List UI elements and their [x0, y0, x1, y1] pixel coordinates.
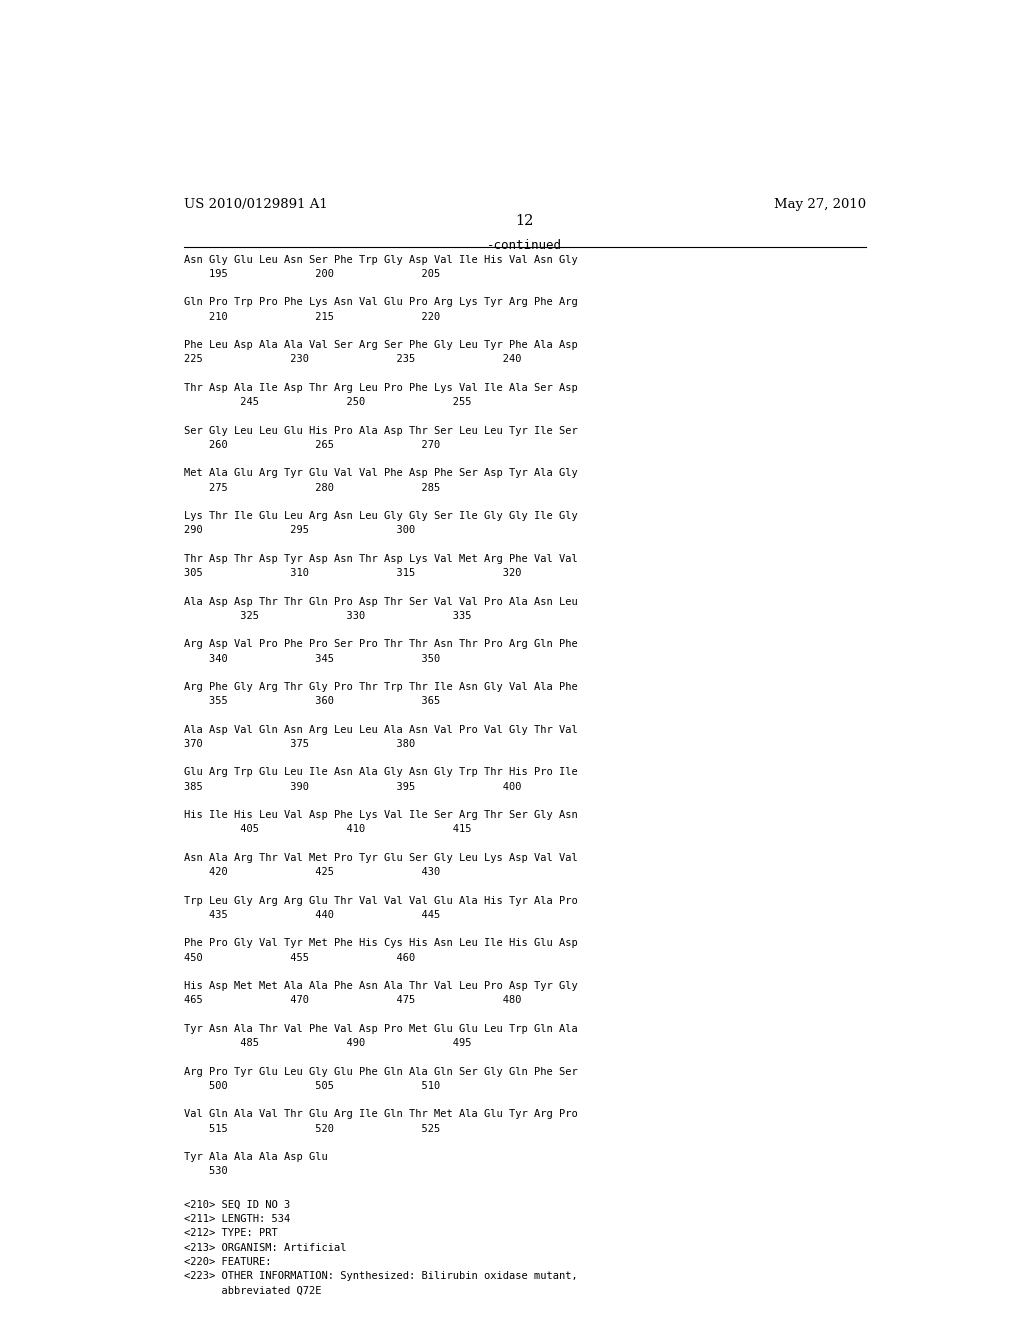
Text: Asn Ala Arg Thr Val Met Pro Tyr Glu Ser Gly Leu Lys Asp Val Val: Asn Ala Arg Thr Val Met Pro Tyr Glu Ser …	[183, 853, 578, 863]
Text: <213> ORGANISM: Artificial: <213> ORGANISM: Artificial	[183, 1242, 346, 1253]
Text: His Asp Met Met Ala Ala Phe Asn Ala Thr Val Leu Pro Asp Tyr Gly: His Asp Met Met Ala Ala Phe Asn Ala Thr …	[183, 981, 578, 991]
Text: Ser Gly Leu Leu Glu His Pro Ala Asp Thr Ser Leu Leu Tyr Ile Ser: Ser Gly Leu Leu Glu His Pro Ala Asp Thr …	[183, 425, 578, 436]
Text: 355              360              365: 355 360 365	[183, 696, 440, 706]
Text: Thr Asp Thr Asp Tyr Asp Asn Thr Asp Lys Val Met Arg Phe Val Val: Thr Asp Thr Asp Tyr Asp Asn Thr Asp Lys …	[183, 554, 578, 564]
Text: Arg Asp Val Pro Phe Pro Ser Pro Thr Thr Asn Thr Pro Arg Gln Phe: Arg Asp Val Pro Phe Pro Ser Pro Thr Thr …	[183, 639, 578, 649]
Text: Met Ala Glu Arg Tyr Glu Val Val Phe Asp Phe Ser Asp Tyr Ala Gly: Met Ala Glu Arg Tyr Glu Val Val Phe Asp …	[183, 469, 578, 478]
Text: 275              280              285: 275 280 285	[183, 483, 440, 492]
Text: 450              455              460: 450 455 460	[183, 953, 415, 962]
Text: His Ile His Leu Val Asp Phe Lys Val Ile Ser Arg Thr Ser Gly Asn: His Ile His Leu Val Asp Phe Lys Val Ile …	[183, 810, 578, 820]
Text: Thr Asp Ala Ile Asp Thr Arg Leu Pro Phe Lys Val Ile Ala Ser Asp: Thr Asp Ala Ile Asp Thr Arg Leu Pro Phe …	[183, 383, 578, 393]
Text: 225              230              235              240: 225 230 235 240	[183, 354, 521, 364]
Text: 530: 530	[183, 1167, 227, 1176]
Text: Tyr Ala Ala Ala Asp Glu: Tyr Ala Ala Ala Asp Glu	[183, 1152, 328, 1162]
Text: <210> SEQ ID NO 3: <210> SEQ ID NO 3	[183, 1200, 290, 1210]
Text: 210              215              220: 210 215 220	[183, 312, 440, 322]
Text: US 2010/0129891 A1: US 2010/0129891 A1	[183, 198, 328, 211]
Text: 12: 12	[516, 214, 534, 228]
Text: Asn Gly Glu Leu Asn Ser Phe Trp Gly Asp Val Ile His Val Asn Gly: Asn Gly Glu Leu Asn Ser Phe Trp Gly Asp …	[183, 255, 578, 264]
Text: May 27, 2010: May 27, 2010	[774, 198, 866, 211]
Text: 260              265              270: 260 265 270	[183, 440, 440, 450]
Text: 500              505              510: 500 505 510	[183, 1081, 440, 1090]
Text: 385              390              395              400: 385 390 395 400	[183, 781, 521, 792]
Text: 245              250              255: 245 250 255	[183, 397, 471, 407]
Text: Lys Thr Ile Glu Leu Arg Asn Leu Gly Gly Ser Ile Gly Gly Ile Gly: Lys Thr Ile Glu Leu Arg Asn Leu Gly Gly …	[183, 511, 578, 521]
Text: Val Gln Ala Val Thr Glu Arg Ile Gln Thr Met Ala Glu Tyr Arg Pro: Val Gln Ala Val Thr Glu Arg Ile Gln Thr …	[183, 1109, 578, 1119]
Text: 405              410              415: 405 410 415	[183, 825, 471, 834]
Text: Gln Pro Trp Pro Phe Lys Asn Val Glu Pro Arg Lys Tyr Arg Phe Arg: Gln Pro Trp Pro Phe Lys Asn Val Glu Pro …	[183, 297, 578, 308]
Text: <212> TYPE: PRT: <212> TYPE: PRT	[183, 1229, 278, 1238]
Text: 325              330              335: 325 330 335	[183, 611, 471, 620]
Text: abbreviated Q72E: abbreviated Q72E	[183, 1286, 322, 1295]
Text: 420              425              430: 420 425 430	[183, 867, 440, 878]
Text: 340              345              350: 340 345 350	[183, 653, 440, 664]
Text: <223> OTHER INFORMATION: Synthesized: Bilirubin oxidase mutant,: <223> OTHER INFORMATION: Synthesized: Bi…	[183, 1271, 578, 1280]
Text: 290              295              300: 290 295 300	[183, 525, 415, 536]
Text: 515              520              525: 515 520 525	[183, 1123, 440, 1134]
Text: 305              310              315              320: 305 310 315 320	[183, 568, 521, 578]
Text: 195              200              205: 195 200 205	[183, 269, 440, 279]
Text: Phe Pro Gly Val Tyr Met Phe His Cys His Asn Leu Ile His Glu Asp: Phe Pro Gly Val Tyr Met Phe His Cys His …	[183, 939, 578, 948]
Text: Phe Leu Asp Ala Ala Val Ser Arg Ser Phe Gly Leu Tyr Phe Ala Asp: Phe Leu Asp Ala Ala Val Ser Arg Ser Phe …	[183, 341, 578, 350]
Text: Ala Asp Val Gln Asn Arg Leu Leu Ala Asn Val Pro Val Gly Thr Val: Ala Asp Val Gln Asn Arg Leu Leu Ala Asn …	[183, 725, 578, 735]
Text: Arg Pro Tyr Glu Leu Gly Glu Phe Gln Ala Gln Ser Gly Gln Phe Ser: Arg Pro Tyr Glu Leu Gly Glu Phe Gln Ala …	[183, 1067, 578, 1077]
Text: Trp Leu Gly Arg Arg Glu Thr Val Val Val Glu Ala His Tyr Ala Pro: Trp Leu Gly Arg Arg Glu Thr Val Val Val …	[183, 896, 578, 906]
Text: -continued: -continued	[487, 239, 562, 252]
Text: Glu Arg Trp Glu Leu Ile Asn Ala Gly Asn Gly Trp Thr His Pro Ile: Glu Arg Trp Glu Leu Ile Asn Ala Gly Asn …	[183, 767, 578, 777]
Text: 370              375              380: 370 375 380	[183, 739, 415, 748]
Text: <211> LENGTH: 534: <211> LENGTH: 534	[183, 1214, 290, 1224]
Text: Ala Asp Asp Thr Thr Gln Pro Asp Thr Ser Val Val Pro Ala Asn Leu: Ala Asp Asp Thr Thr Gln Pro Asp Thr Ser …	[183, 597, 578, 606]
Text: <220> FEATURE:: <220> FEATURE:	[183, 1257, 271, 1267]
Text: 485              490              495: 485 490 495	[183, 1038, 471, 1048]
Text: Arg Phe Gly Arg Thr Gly Pro Thr Trp Thr Ile Asn Gly Val Ala Phe: Arg Phe Gly Arg Thr Gly Pro Thr Trp Thr …	[183, 682, 578, 692]
Text: Tyr Asn Ala Thr Val Phe Val Asp Pro Met Glu Glu Leu Trp Gln Ala: Tyr Asn Ala Thr Val Phe Val Asp Pro Met …	[183, 1024, 578, 1034]
Text: 435              440              445: 435 440 445	[183, 909, 440, 920]
Text: 465              470              475              480: 465 470 475 480	[183, 995, 521, 1006]
